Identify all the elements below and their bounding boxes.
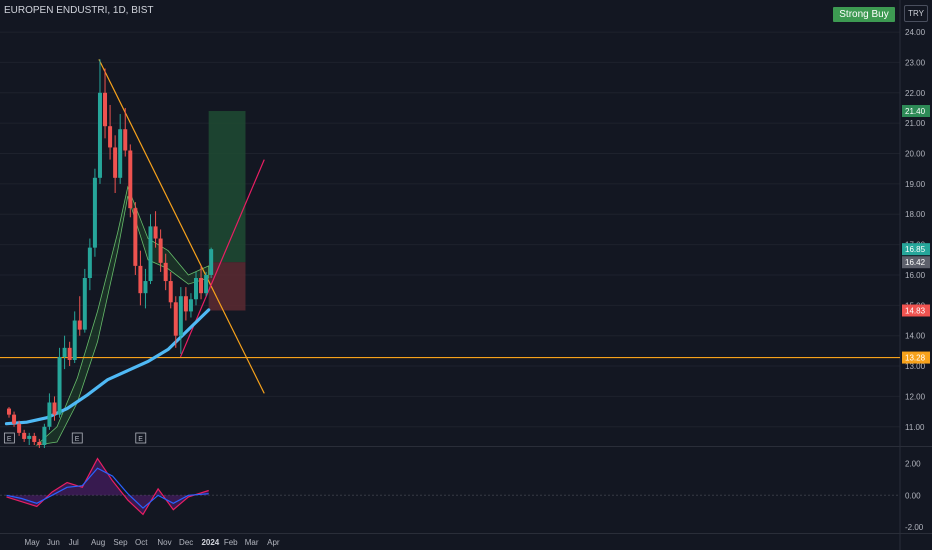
y-tick-label: 11.00 <box>905 423 925 432</box>
x-tick-label: May <box>25 538 40 547</box>
moving-average-line <box>4 308 211 426</box>
candle-body <box>138 265 143 294</box>
candle-body <box>108 126 113 148</box>
price-axis-tag <box>902 304 930 317</box>
y-tick-label: 24.00 <box>905 28 926 37</box>
osc-tick-label: -2.00 <box>905 523 924 532</box>
y-tick-label: 22.00 <box>905 89 926 98</box>
candle-body <box>87 247 92 279</box>
osc-area <box>6 458 209 515</box>
candle-body <box>22 432 27 439</box>
candle-body <box>62 347 67 357</box>
price-axis-tag <box>902 351 930 364</box>
osc-tick-label: 0.00 <box>905 491 921 500</box>
target-zone <box>208 111 246 263</box>
candle-body <box>204 274 209 294</box>
candle-body <box>17 423 22 433</box>
candle-body <box>103 92 108 127</box>
candle-body <box>209 249 214 275</box>
candle-body <box>72 320 77 360</box>
osc-series-line <box>6 457 209 516</box>
x-tick-label: Oct <box>135 538 148 547</box>
candle-body <box>173 302 178 336</box>
candle-body <box>57 356 62 415</box>
cloud-band <box>35 185 210 446</box>
price-axis-tag <box>902 256 930 269</box>
y-tick-label: 16.00 <box>905 271 926 280</box>
candle-body <box>92 177 97 248</box>
candle-body <box>178 296 183 336</box>
candle-body <box>42 426 47 445</box>
x-tick-label: Jun <box>47 538 60 547</box>
candle-body <box>77 320 82 330</box>
y-tick-label: 12.00 <box>905 392 926 401</box>
y-tick-label: 21.00 <box>905 119 926 128</box>
candle-body <box>193 278 198 300</box>
candle-body <box>47 402 52 427</box>
earnings-marker <box>71 432 83 444</box>
x-tick-label: Nov <box>157 538 171 547</box>
candle-body <box>27 435 32 439</box>
y-tick-label: 20.00 <box>905 150 926 159</box>
price-axis-tag-label: 21.40 <box>905 107 926 116</box>
price-axis-tag <box>902 105 930 118</box>
price-axis-tag-label: 13.28 <box>905 354 926 363</box>
candle-body <box>199 278 204 294</box>
candle-body <box>188 299 193 312</box>
signal-badge[interactable]: Strong Buy <box>833 7 895 22</box>
candle-body <box>168 281 173 303</box>
x-tick-label: Apr <box>267 538 280 547</box>
candle-body <box>113 147 118 178</box>
earnings-marker <box>135 432 147 444</box>
stop-zone <box>208 262 246 311</box>
y-tick-label: 13.00 <box>905 362 926 371</box>
candle-body <box>37 441 42 445</box>
candle-body <box>32 435 37 442</box>
candle-body <box>148 226 153 282</box>
candle-body <box>67 347 72 360</box>
y-tick-label: 14.00 <box>905 332 926 341</box>
earnings-marker-label: E <box>7 436 12 443</box>
currency-button[interactable]: TRY <box>904 5 928 22</box>
y-tick-label: 23.00 <box>905 58 926 67</box>
price-axis-tag-label: 16.42 <box>905 258 926 267</box>
candle-body <box>97 92 102 178</box>
symbol-title: EUROPEN ENDUSTRI, 1D, BIST <box>4 5 154 16</box>
price-axis-tag-label: 16.85 <box>905 245 926 254</box>
osc-tick-label: 2.00 <box>905 459 921 468</box>
price-axis-tag-label: 14.83 <box>905 306 926 315</box>
candle-body <box>82 278 87 330</box>
candle-body <box>158 238 163 263</box>
x-tick-label: Sep <box>113 538 128 547</box>
candle-body <box>52 402 57 415</box>
candle-body <box>128 150 133 209</box>
earnings-marker <box>3 432 15 444</box>
price-axis-tag <box>902 243 930 256</box>
candle-body <box>133 208 138 266</box>
y-tick-label: 18.00 <box>905 210 926 219</box>
x-tick-label: Aug <box>91 538 105 547</box>
descending-trendline <box>98 59 265 394</box>
candle-body <box>143 281 148 294</box>
candle-body <box>118 129 123 178</box>
y-tick-label: 19.00 <box>905 180 926 189</box>
candle-body <box>163 262 168 282</box>
x-tick-label: 2024 <box>201 538 219 547</box>
candle-body <box>153 226 158 239</box>
candle-body <box>123 129 128 151</box>
x-tick-label: Mar <box>245 538 259 547</box>
osc-signal-line <box>6 467 209 509</box>
earnings-marker-label: E <box>138 436 143 443</box>
x-tick-label: Jul <box>69 538 79 547</box>
x-tick-label: Feb <box>224 538 238 547</box>
earnings-marker-label: E <box>75 436 80 443</box>
candle-body <box>12 414 17 424</box>
candle-body <box>183 296 188 312</box>
candle-body <box>6 408 11 415</box>
x-tick-label: Dec <box>179 538 193 547</box>
